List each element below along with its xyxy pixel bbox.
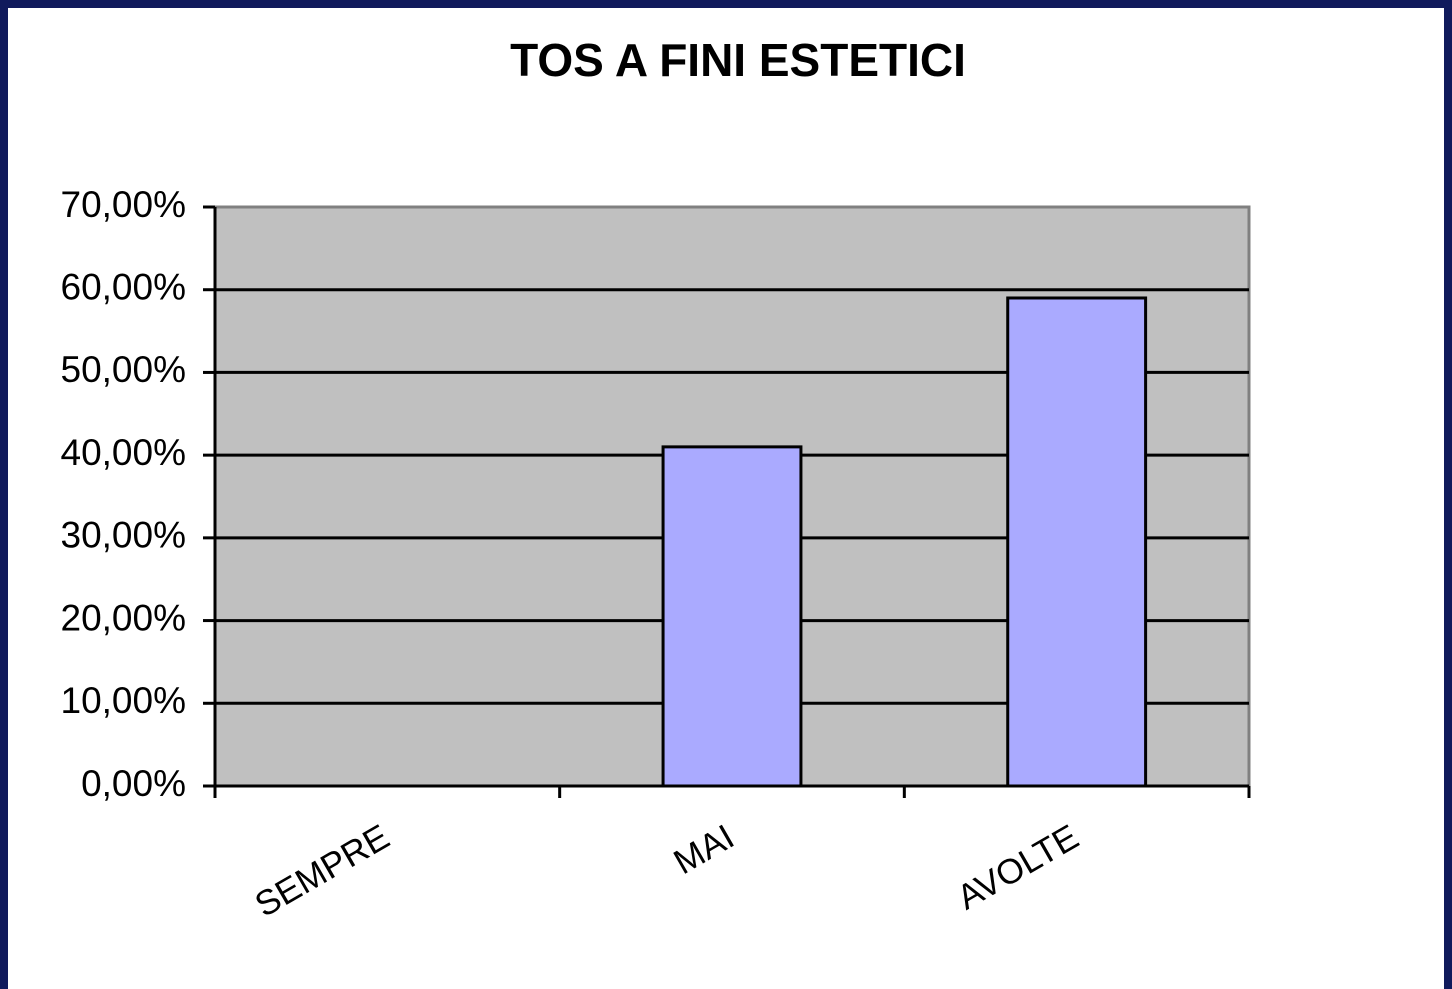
y-tick-label: 10,00% (61, 680, 187, 721)
y-tick-label: 30,00% (61, 515, 187, 556)
bar (1006, 296, 1148, 788)
chart-title: TOS A FINI ESTETICI (510, 34, 966, 86)
y-tick-label: 50,00% (61, 349, 187, 390)
y-tick-label: 70,00% (61, 184, 187, 225)
bar (661, 445, 803, 788)
y-tick-label: 20,00% (61, 597, 187, 638)
x-tick-label: AVOLTE (951, 817, 1086, 917)
x-tick-label: MAI (667, 817, 740, 882)
y-tick-label: 40,00% (61, 432, 187, 473)
y-tick-label: 60,00% (61, 266, 187, 307)
x-tick-label: SEMPRE (248, 817, 396, 925)
y-tick-label: 0,00% (81, 763, 186, 804)
